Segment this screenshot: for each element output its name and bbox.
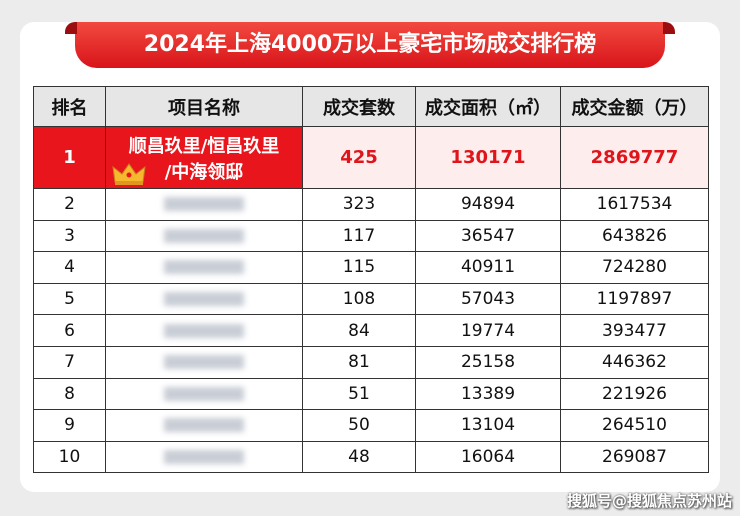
units-cell: 323 — [302, 188, 416, 221]
area-cell: 16064 — [415, 440, 561, 474]
area-cell: 94894 — [415, 188, 561, 221]
rank-cell: 2 — [33, 188, 106, 221]
amount-cell: 269087 — [560, 440, 709, 474]
units-cell: 425 — [302, 126, 416, 189]
table-row: 7 81 25158 446362 — [33, 345, 709, 379]
rank-cell: 4 — [33, 251, 106, 284]
name-line: 顺昌玖里/恒昌玖里 — [128, 135, 280, 157]
name-cell — [105, 219, 303, 253]
area-cell: 36547 — [415, 219, 561, 253]
amount-cell: 393477 — [560, 314, 709, 347]
units-cell: 115 — [302, 251, 416, 284]
amount-cell: 1197897 — [560, 282, 709, 316]
table-row: 4 115 40911 724280 — [33, 251, 709, 284]
header-cell: 成交套数 — [302, 86, 416, 127]
amount-cell: 643826 — [560, 219, 709, 253]
blurred-name — [164, 355, 244, 370]
table-row: 10 48 16064 269087 — [33, 440, 709, 474]
header-cell: 成交面积（㎡） — [415, 86, 561, 127]
name-cell — [105, 409, 303, 442]
rank-cell: 1 — [33, 126, 106, 189]
amount-cell: 221926 — [560, 377, 709, 411]
units-cell: 50 — [302, 409, 416, 442]
crown-icon — [112, 163, 146, 185]
ranking-table: 排名 项目名称 成交套数 成交面积（㎡） 成交金额（万） 1 顺昌玖里/恒昌玖里/中海领邸… — [33, 86, 709, 474]
area-cell: 13104 — [415, 409, 561, 442]
header-cell: 项目名称 — [105, 86, 303, 127]
header-cell: 排名 — [33, 86, 106, 127]
amount-cell: 724280 — [560, 251, 709, 284]
area-cell: 19774 — [415, 314, 561, 347]
watermark: 搜狐号@搜狐焦点苏州站 — [566, 492, 732, 510]
area-cell: 57043 — [415, 282, 561, 316]
rank-cell: 6 — [33, 314, 106, 347]
name-cell — [105, 440, 303, 474]
rank-cell: 10 — [33, 440, 106, 474]
units-cell: 81 — [302, 345, 416, 379]
table-row: 3 117 36547 643826 — [33, 219, 709, 253]
amount-cell: 264510 — [560, 409, 709, 442]
units-cell: 108 — [302, 282, 416, 316]
table-row: 1 顺昌玖里/恒昌玖里/中海领邸 425 130171 2869777 — [33, 126, 709, 189]
rank-cell: 9 — [33, 409, 106, 442]
area-cell: 130171 — [415, 126, 561, 189]
name-cell — [105, 314, 303, 347]
table-row: 6 84 19774 393477 — [33, 314, 709, 347]
table-row: 2 323 94894 1617534 — [33, 188, 709, 221]
name-cell — [105, 251, 303, 284]
rank-cell: 5 — [33, 282, 106, 316]
rank-cell: 3 — [33, 219, 106, 253]
blurred-name — [164, 323, 244, 338]
blurred-name — [164, 260, 244, 275]
units-cell: 51 — [302, 377, 416, 411]
rank-cell: 7 — [33, 345, 106, 379]
name-cell — [105, 188, 303, 221]
blurred-name — [164, 197, 244, 212]
name-cell — [105, 345, 303, 379]
table-row: 5 108 57043 1197897 — [33, 282, 709, 316]
area-cell: 13389 — [415, 377, 561, 411]
table-row: 9 50 13104 264510 — [33, 409, 709, 442]
name-cell — [105, 377, 303, 411]
blurred-name — [164, 418, 244, 433]
table-row: 8 51 13389 221926 — [33, 377, 709, 411]
units-cell: 84 — [302, 314, 416, 347]
header-row: 排名 项目名称 成交套数 成交面积（㎡） 成交金额（万） — [33, 86, 709, 127]
title-banner: 2024年上海4000万以上豪宅市场成交排行榜 — [65, 22, 675, 68]
name-cell: 顺昌玖里/恒昌玖里/中海领邸 — [105, 126, 303, 189]
amount-cell: 2869777 — [560, 126, 709, 189]
blurred-name — [164, 228, 244, 243]
name-line: /中海领邸 — [164, 161, 244, 183]
units-cell: 48 — [302, 440, 416, 474]
amount-cell: 1617534 — [560, 188, 709, 221]
area-cell: 40911 — [415, 251, 561, 284]
amount-cell: 446362 — [560, 345, 709, 379]
header-cell: 成交金额（万） — [560, 86, 709, 127]
table-body: 1 顺昌玖里/恒昌玖里/中海领邸 425 130171 2869777 2 323 94894… — [33, 126, 709, 474]
units-cell: 117 — [302, 219, 416, 253]
blurred-name — [164, 386, 244, 401]
blurred-name — [164, 292, 244, 307]
area-cell: 25158 — [415, 345, 561, 379]
name-cell — [105, 282, 303, 316]
rank-cell: 8 — [33, 377, 106, 411]
blurred-name — [164, 450, 244, 465]
